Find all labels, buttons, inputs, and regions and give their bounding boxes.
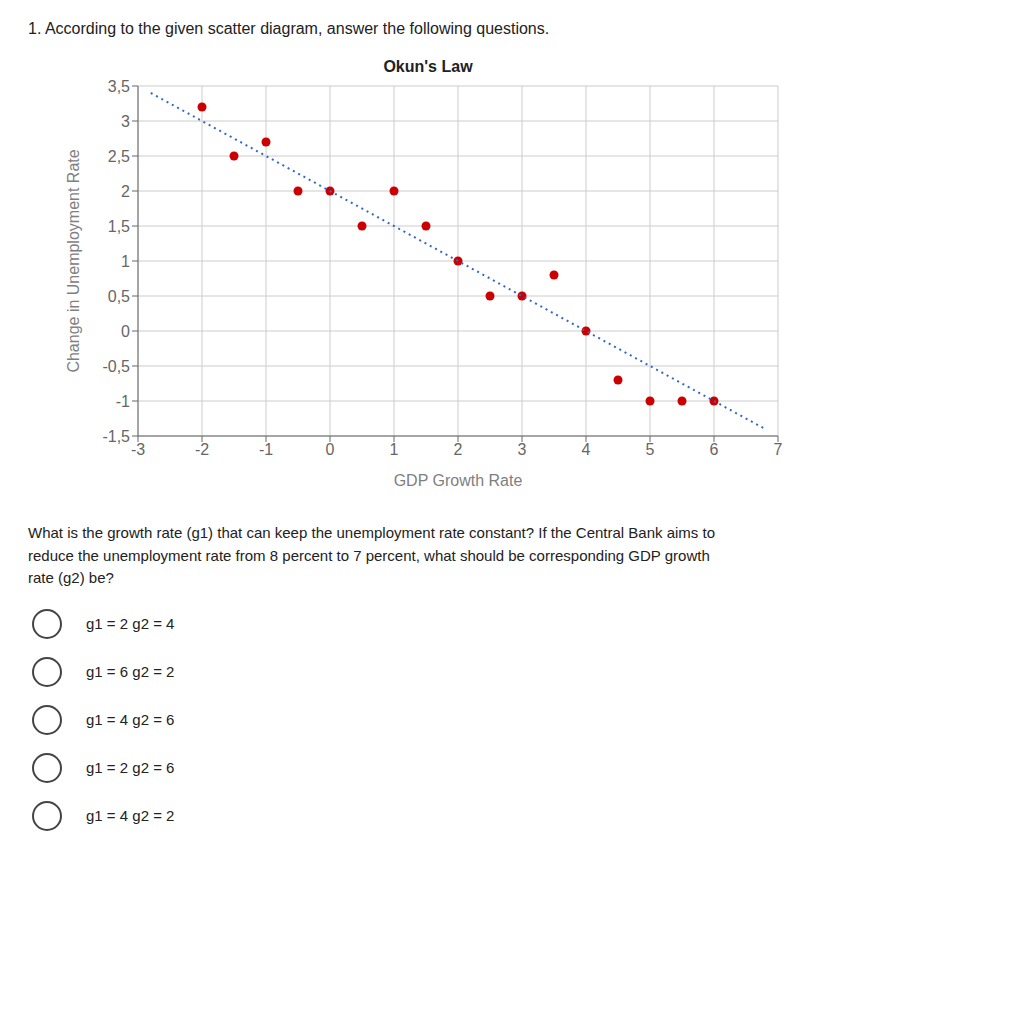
html-text:What is the growth rate (g1) t: What is the growth rate (g1) that can ke… [28,524,715,586]
html-text:g1 = 4 g2 = 2: g1 = 4 g2 = 2 [86,807,175,824]
svg-text:0: 0 [121,323,130,340]
svg-text:4: 4 [582,441,591,458]
svg-text:6: 6 [710,441,719,458]
svg-text:0,5: 0,5 [108,288,130,305]
svg-text:-1: -1 [116,393,130,410]
html-text:g1 = 4 g2 = 6: g1 = 4 g2 = 6 [86,711,175,728]
html-text:g1 = 6 g2 = 2: g1 = 6 g2 = 2 [86,663,175,680]
svg-text:Change in Unemployment Rate: Change in Unemployment Rate [65,149,82,372]
svg-text:-1,5: -1,5 [102,428,130,445]
svg-text:-1: -1 [259,441,273,458]
svg-text:2: 2 [121,183,130,200]
svg-text:3,5: 3,5 [108,78,130,95]
svg-text:1: 1 [121,253,130,270]
html-text:Okun's Law: Okun's Law [383,58,473,75]
svg-text:5: 5 [646,441,655,458]
html-text:g1 = 2 g2 = 4: g1 = 2 g2 = 4 [86,615,175,632]
svg-text:2,5: 2,5 [108,148,130,165]
svg-text:7: 7 [774,441,783,458]
svg-text:1,5: 1,5 [108,218,130,235]
svg-text:-3: -3 [131,441,145,458]
svg-text:3: 3 [121,113,130,130]
svg-text:0: 0 [326,441,335,458]
svg-text:GDP Growth Rate: GDP Growth Rate [394,472,523,489]
svg-text:3: 3 [518,441,527,458]
html-text:1. According to the given scat: 1. According to the given scatter diagra… [28,20,550,37]
svg-text:1: 1 [390,441,399,458]
svg-text:2: 2 [454,441,463,458]
svg-text:-0,5: -0,5 [102,358,130,375]
html-text:g1 = 2 g2 = 6: g1 = 2 g2 = 6 [86,759,175,776]
svg-text:-2: -2 [195,441,209,458]
